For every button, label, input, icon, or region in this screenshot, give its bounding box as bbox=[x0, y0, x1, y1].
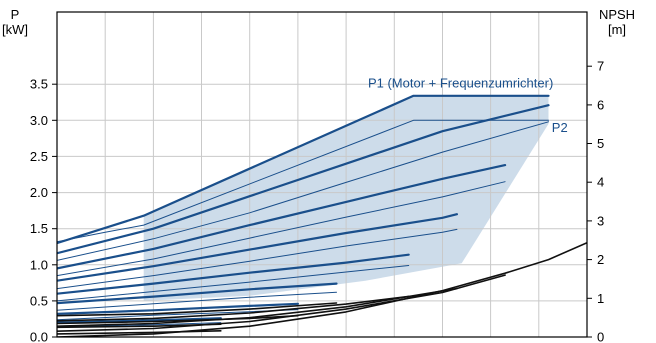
curve-p1-2 bbox=[57, 164, 507, 270]
curve-series bbox=[57, 94, 587, 337]
curve-p1-3 bbox=[57, 213, 458, 282]
plot-frame bbox=[56, 11, 588, 338]
curve-p2-10 bbox=[57, 181, 506, 277]
left-tick-label: 0.0 bbox=[30, 330, 48, 343]
right-tick-label: 5 bbox=[597, 136, 604, 151]
curve-p1-0 bbox=[57, 94, 550, 245]
left-axis-label-unit: [kW] bbox=[2, 22, 28, 37]
right-tick-label: 6 bbox=[597, 97, 604, 112]
curve-p2-9 bbox=[57, 121, 549, 261]
plot-border bbox=[56, 11, 588, 338]
left-tick-label: 2.0 bbox=[30, 185, 48, 200]
left-tick-label: 2.5 bbox=[30, 149, 48, 164]
left-axis-ticks: 0.0 0.5 1.0 1.5 2.0 2.5 3.0 3.5 bbox=[30, 77, 57, 343]
right-axis-label-symbol: NPSH bbox=[599, 7, 635, 22]
right-tick-label: 4 bbox=[597, 175, 604, 190]
left-tick-label: 3.0 bbox=[30, 113, 48, 128]
curve-npsh-21 bbox=[57, 314, 299, 325]
curve-p1-4 bbox=[57, 253, 410, 295]
left-tick-label: 1.5 bbox=[30, 221, 48, 236]
left-tick-label: 1.0 bbox=[30, 257, 48, 272]
annotation-p2: P2 bbox=[552, 120, 568, 135]
right-tick-label: 0 bbox=[597, 330, 604, 343]
left-tick-label: 0.5 bbox=[30, 293, 48, 308]
right-tick-label: 1 bbox=[597, 291, 604, 306]
left-axis-label-symbol: P bbox=[11, 7, 20, 22]
curve-npsh-19 bbox=[57, 295, 410, 322]
annotation-p1-motor-inverter: P1 (Motor + Frequenzumrichter) bbox=[368, 76, 553, 91]
right-axis-ticks: 0 1 2 3 4 5 6 7 bbox=[587, 59, 604, 343]
curve-p1-5 bbox=[57, 282, 338, 305]
curve-npsh-22 bbox=[57, 323, 222, 329]
right-tick-label: 7 bbox=[597, 59, 604, 74]
curve-p1-7 bbox=[57, 317, 222, 324]
left-tick-label: 3.5 bbox=[30, 77, 48, 92]
right-axis-label-unit: [m] bbox=[608, 22, 626, 37]
curve-p1-6 bbox=[57, 302, 299, 315]
curve-p2-11 bbox=[57, 228, 458, 290]
curve-p1-1 bbox=[57, 104, 550, 255]
right-tick-label: 2 bbox=[597, 252, 604, 267]
curve-p2-12 bbox=[57, 265, 410, 302]
curve-npsh-20 bbox=[57, 302, 338, 317]
curve-npsh-23 bbox=[57, 330, 222, 335]
right-tick-label: 3 bbox=[597, 213, 604, 228]
curve-p2-8 bbox=[57, 119, 549, 243]
curve-p2-13 bbox=[57, 291, 337, 311]
